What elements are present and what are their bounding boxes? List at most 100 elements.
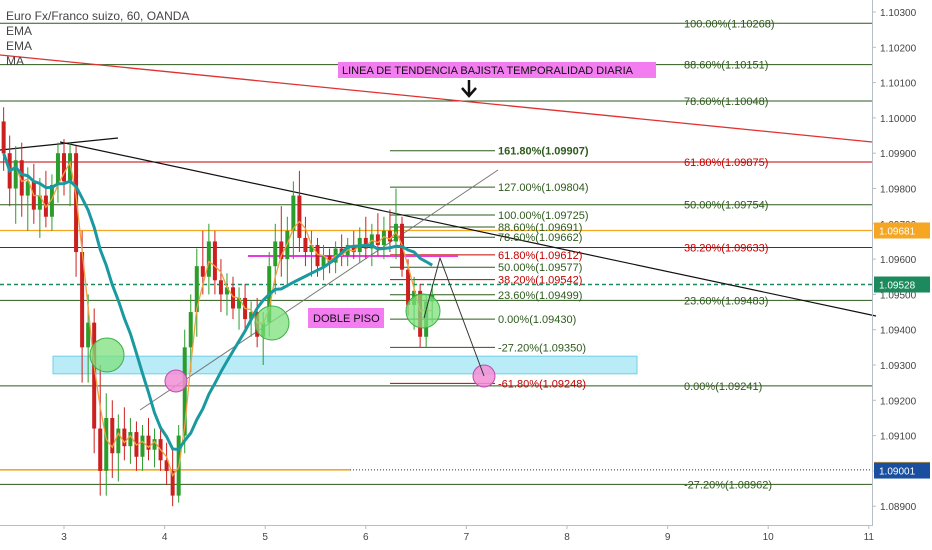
candle-body xyxy=(212,241,217,281)
candle-body xyxy=(309,244,314,253)
trendline-note-text: LINEA DE TENDENCIA BAJISTA TEMPORALIDAD … xyxy=(342,65,634,77)
candle-body xyxy=(369,234,374,249)
fib-level-label: 61.80%(1.09875) xyxy=(684,157,768,169)
price-tag xyxy=(874,276,930,293)
indicator-ma[interactable]: MA xyxy=(6,54,24,68)
trendline-note-box xyxy=(338,62,656,78)
y-tick-label: 1.10100 xyxy=(880,79,917,90)
indicator-ema-2[interactable]: EMA xyxy=(6,39,33,53)
price-tag-label: 1.09528 xyxy=(879,281,916,292)
y-tick-label: 1.09400 xyxy=(880,326,917,337)
downtrend-line xyxy=(59,141,877,317)
fib-small-label: 50.00%(1.09577) xyxy=(498,262,582,274)
fib-level-label: 88.60%(1.10151) xyxy=(684,60,768,72)
candle-body xyxy=(74,153,79,253)
fib-small-label: 78.60%(1.09662) xyxy=(498,232,582,244)
candle-body xyxy=(218,280,223,295)
fib-level-label: 23.60%(1.09483) xyxy=(684,295,768,307)
candle-body xyxy=(387,230,392,242)
candle-body xyxy=(406,269,411,305)
fib-level-label: 100.00%(1.10268) xyxy=(684,18,775,30)
x-tick-label: 9 xyxy=(665,532,671,543)
candle-body xyxy=(237,297,242,309)
price-tag-label: 1.09681 xyxy=(879,227,916,238)
x-tick-label: 4 xyxy=(162,532,168,543)
pattern-note-text: DOBLE PISO xyxy=(313,313,380,325)
fib-small-label: 100.00%(1.09725) xyxy=(498,210,589,222)
x-tick-label: 7 xyxy=(464,532,470,543)
y-tick-label: 1.10300 xyxy=(880,8,917,19)
candle-body xyxy=(224,287,229,295)
fib-small-label: 88.60%(1.09691) xyxy=(498,222,582,234)
candle-body xyxy=(321,255,326,267)
time-axis-border xyxy=(0,525,873,526)
candle-body xyxy=(315,244,320,267)
candle-body xyxy=(381,230,386,245)
candle-body xyxy=(194,266,199,313)
candle-body xyxy=(116,428,121,454)
daily-downtrend-line xyxy=(0,54,873,143)
chart-legend: Euro Fx/Franco suizo, 60, OANDA EMA EMA … xyxy=(6,9,189,69)
fib-small-label: 38.20%(1.09542) xyxy=(498,275,582,287)
candle-body xyxy=(231,287,236,309)
candle-body xyxy=(164,460,169,471)
candle-body xyxy=(37,195,42,210)
candle-body xyxy=(146,435,151,450)
candle-body xyxy=(104,417,109,471)
fib-small-label: 0.00%(1.09430) xyxy=(498,314,576,326)
candle-body xyxy=(110,417,115,454)
candle-body xyxy=(62,153,66,182)
fib-level-label: 78.60%(1.10048) xyxy=(684,96,768,108)
y-tick-label: 1.09600 xyxy=(880,255,917,266)
y-tick-label: 1.09900 xyxy=(880,149,917,160)
price-tag xyxy=(874,462,930,479)
fib-small-label: 61.80%(1.09612) xyxy=(498,250,582,262)
target-circle xyxy=(164,369,188,393)
x-tick-label: 3 xyxy=(61,532,67,543)
price-tag-label: 1.09001 xyxy=(879,467,916,478)
x-tick-label: 5 xyxy=(262,532,268,543)
y-tick-label: 1.10200 xyxy=(880,43,917,54)
projection-path xyxy=(423,256,485,377)
fib-small-label: 23.60%(1.09499) xyxy=(498,290,582,302)
candle-body xyxy=(206,241,211,277)
candle-body xyxy=(152,439,157,450)
fib-small-label: 161.80%(1.09907) xyxy=(498,146,589,158)
candle-body xyxy=(86,322,91,348)
double-bottom-circle xyxy=(89,337,125,373)
y-tick-label: 1.09100 xyxy=(880,432,917,443)
fib-level-label: 0.00%(1.09241) xyxy=(684,381,762,393)
fib-level-label: 38.20%(1.09633) xyxy=(684,242,768,254)
candle-body xyxy=(182,347,187,436)
candle-body xyxy=(92,322,97,429)
candle-body xyxy=(273,241,278,267)
candle-body xyxy=(122,428,127,447)
candle-body xyxy=(19,160,24,196)
candle-body xyxy=(351,244,356,253)
candle-body xyxy=(55,153,60,185)
candle-body xyxy=(188,312,193,348)
candle-body xyxy=(279,241,284,260)
fib-small-label: -27.20%(1.09350) xyxy=(498,342,586,354)
x-tick-label: 11 xyxy=(864,532,875,543)
resistance-line xyxy=(0,137,119,151)
candle-body xyxy=(200,266,205,277)
indicator-ema-1[interactable]: EMA xyxy=(6,24,33,38)
candle-body xyxy=(1,121,6,154)
y-tick-label: 1.09300 xyxy=(880,361,917,372)
candle-body xyxy=(303,237,308,253)
uptrend-line xyxy=(139,169,499,411)
candle-body xyxy=(327,255,332,263)
y-tick-label: 1.09800 xyxy=(880,185,917,196)
y-tick-label: 1.09500 xyxy=(880,290,917,301)
candle-body xyxy=(297,195,302,238)
candle-body xyxy=(363,237,368,249)
price-tag xyxy=(874,222,930,239)
candle-body xyxy=(68,153,73,182)
x-tick-label: 8 xyxy=(564,532,570,543)
x-tick-label: 10 xyxy=(763,532,775,543)
symbol-title: Euro Fx/Franco suizo, 60, OANDA xyxy=(6,9,190,23)
candle-body xyxy=(249,312,254,320)
candle-body xyxy=(170,470,175,496)
